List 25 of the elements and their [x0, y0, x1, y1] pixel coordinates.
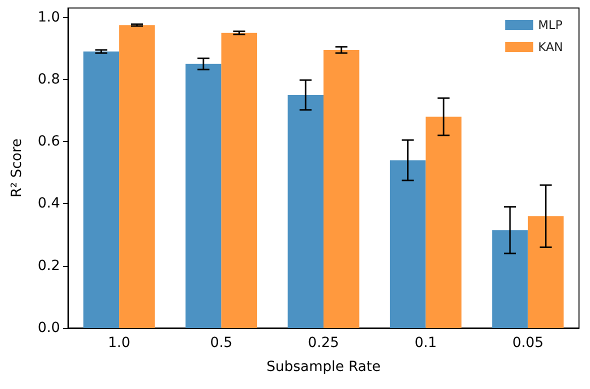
bar — [221, 32, 258, 328]
legend-label: KAN — [538, 40, 563, 54]
bar — [426, 116, 462, 328]
y-tick-label: 0.6 — [38, 134, 60, 150]
y-tick-label: 0.2 — [38, 258, 60, 274]
legend-label: MLP — [538, 18, 562, 32]
x-tick-label: 0.05 — [512, 335, 544, 351]
bar — [528, 216, 564, 328]
y-tick-label: 1.0 — [38, 9, 60, 26]
bar — [119, 25, 155, 328]
x-axis-title: Subsample Rate — [266, 359, 381, 375]
y-tick-label: 0.4 — [38, 196, 60, 212]
y-tick-label: 0.8 — [38, 71, 60, 88]
bar — [83, 51, 120, 328]
bar — [324, 50, 360, 328]
y-tick-label: 0.0 — [38, 320, 60, 336]
y-axis-title: R² Score — [9, 138, 25, 198]
bar — [288, 94, 324, 328]
x-tick-label: 0.25 — [308, 335, 340, 351]
bar — [492, 230, 528, 328]
bar — [390, 160, 426, 328]
bar — [186, 64, 222, 328]
x-tick-label: 0.5 — [210, 335, 232, 351]
x-tick-label: 1.0 — [108, 335, 130, 351]
x-tick-label: 0.1 — [414, 335, 437, 351]
